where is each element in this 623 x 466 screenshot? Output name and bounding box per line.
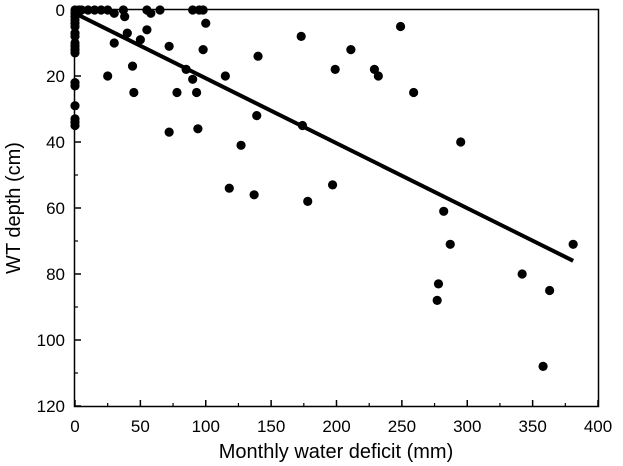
data-point-0-55 xyxy=(296,31,306,41)
data-point-0-62 xyxy=(373,71,383,81)
data-point-0-73 xyxy=(568,239,578,249)
data-point-0-36 xyxy=(122,28,132,38)
data-point-0-40 xyxy=(142,25,152,35)
plot-frame xyxy=(73,8,600,408)
data-point-0-47 xyxy=(193,124,203,134)
data-point-0-52 xyxy=(249,190,259,200)
y-tick-label-0: 0 xyxy=(56,1,65,20)
x-tick-label-8: 400 xyxy=(584,417,612,436)
data-point-0-50 xyxy=(224,183,234,193)
data-point-0-68 xyxy=(445,239,455,249)
x-tick-label-2: 100 xyxy=(192,417,220,436)
data-point-0-42 xyxy=(164,127,174,137)
axis-ticks xyxy=(74,9,599,407)
x-tick-labels: 0 50 100 150 200 250 300 350 400 xyxy=(70,417,612,436)
x-axis-title: Monthly water deficit (mm) xyxy=(219,441,454,463)
y-axis-title: WT depth (cm) xyxy=(3,142,25,274)
y-tick-label-2: 40 xyxy=(46,133,65,152)
data-points xyxy=(70,5,578,371)
data-point-0-63 xyxy=(395,21,406,32)
data-point-0-69 xyxy=(456,137,466,147)
data-point-0-45 xyxy=(188,74,198,84)
x-tick-label-3: 150 xyxy=(257,417,285,436)
y-tick-label-1: 20 xyxy=(46,67,65,86)
y-tick-label-4: 80 xyxy=(46,265,65,284)
data-point-0-38 xyxy=(129,87,139,98)
data-point-0-33 xyxy=(201,18,211,28)
data-point-0-66 xyxy=(432,295,442,305)
trendline-layer xyxy=(74,11,575,263)
y-tick-label-6: 120 xyxy=(37,397,65,416)
data-point-0-41 xyxy=(164,41,174,51)
data-point-0-64 xyxy=(409,87,419,98)
data-point-0-59 xyxy=(330,64,340,74)
data-point-0-37 xyxy=(127,61,138,71)
data-point-0-26 xyxy=(120,12,130,22)
data-point-0-57 xyxy=(303,196,313,206)
data-point-0-46 xyxy=(191,87,202,98)
data-point-0-39 xyxy=(135,35,145,45)
x-tick-label-7: 350 xyxy=(518,417,546,436)
data-point-0-35 xyxy=(109,38,119,48)
data-point-0-28 xyxy=(146,8,156,18)
data-point-0-48 xyxy=(198,45,208,55)
data-point-0-67 xyxy=(439,206,449,216)
data-point-0-49 xyxy=(220,71,230,81)
data-point-0-72 xyxy=(545,285,555,296)
y-tick-label-3: 60 xyxy=(46,199,65,218)
y-tick-labels: 0 20 40 60 80 100 120 xyxy=(37,1,65,416)
data-point-0-65 xyxy=(433,279,444,289)
data-point-0-53 xyxy=(252,111,262,121)
data-point-0-51 xyxy=(236,140,246,150)
data-point-0-43 xyxy=(172,87,182,98)
data-point-0-24 xyxy=(109,8,119,18)
x-tick-label-1: 50 xyxy=(131,417,150,436)
y-tick-label-5: 100 xyxy=(37,331,65,350)
x-tick-label-5: 250 xyxy=(388,417,416,436)
x-tick-label-4: 200 xyxy=(322,417,350,436)
data-point-0-70 xyxy=(517,269,527,279)
data-point-0-71 xyxy=(538,361,548,371)
x-tick-label-0: 0 xyxy=(70,417,79,436)
data-point-0-58 xyxy=(327,180,338,190)
x-tick-label-6: 300 xyxy=(453,417,481,436)
data-point-0-60 xyxy=(346,45,356,55)
data-point-0-54 xyxy=(253,51,263,61)
data-point-0-34 xyxy=(103,71,113,81)
trendline xyxy=(74,11,575,263)
